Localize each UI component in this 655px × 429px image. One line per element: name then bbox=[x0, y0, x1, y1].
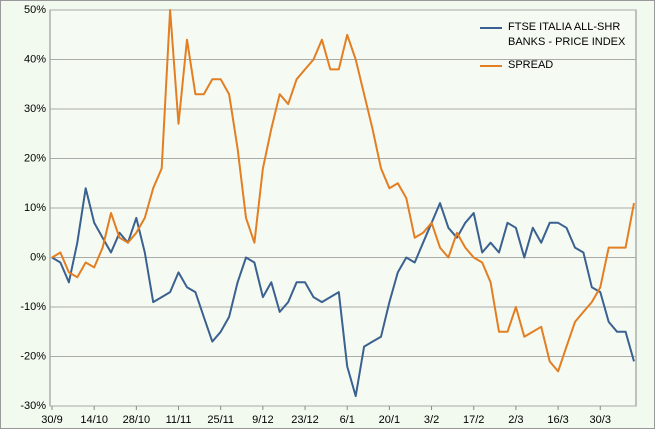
y-tick-label: -10% bbox=[20, 301, 46, 313]
legend-label: SPREAD bbox=[508, 59, 554, 71]
x-tick-label: 25/11 bbox=[207, 414, 234, 426]
x-tick-label: 23/12 bbox=[291, 414, 319, 426]
legend-swatch bbox=[480, 65, 502, 67]
legend-label: FTSE ITALIA ALL-SHR BANKS - PRICE INDEX bbox=[508, 21, 626, 48]
legend-swatch bbox=[480, 27, 502, 29]
y-tick-label: -20% bbox=[20, 350, 46, 362]
y-tick-label: -30% bbox=[20, 400, 46, 412]
legend-entry: FTSE ITALIA ALL-SHR BANKS - PRICE INDEX bbox=[480, 20, 650, 50]
x-tick-label: 11/11 bbox=[166, 414, 192, 426]
legend: FTSE ITALIA ALL-SHR BANKS - PRICE INDEX S… bbox=[480, 20, 650, 81]
y-tick-label: 30% bbox=[24, 103, 46, 115]
x-tick-label: 17/2 bbox=[463, 414, 484, 426]
y-tick-label: 40% bbox=[24, 53, 46, 65]
x-tick-label: 9/12 bbox=[252, 414, 273, 426]
y-tick-label: 20% bbox=[24, 152, 46, 164]
x-tick-label: 30/9 bbox=[41, 414, 62, 426]
y-tick-label: 50% bbox=[24, 4, 46, 16]
series-line bbox=[51, 9, 635, 373]
x-tick-label: 16/3 bbox=[547, 414, 568, 426]
x-tick-label: 30/3 bbox=[590, 414, 611, 426]
series-line bbox=[51, 187, 635, 398]
y-tick-label: 0% bbox=[30, 251, 46, 263]
legend-entry: SPREAD bbox=[480, 58, 650, 73]
x-tick-label: 2/3 bbox=[508, 414, 523, 426]
x-tick-label: 3/2 bbox=[424, 414, 439, 426]
x-tick-label: 6/1 bbox=[340, 414, 355, 426]
x-tick-label: 14/10 bbox=[80, 414, 108, 426]
x-tick-label: 20/1 bbox=[379, 414, 400, 426]
y-tick-label: 10% bbox=[24, 202, 46, 214]
x-tick-label: 28/10 bbox=[123, 414, 151, 426]
